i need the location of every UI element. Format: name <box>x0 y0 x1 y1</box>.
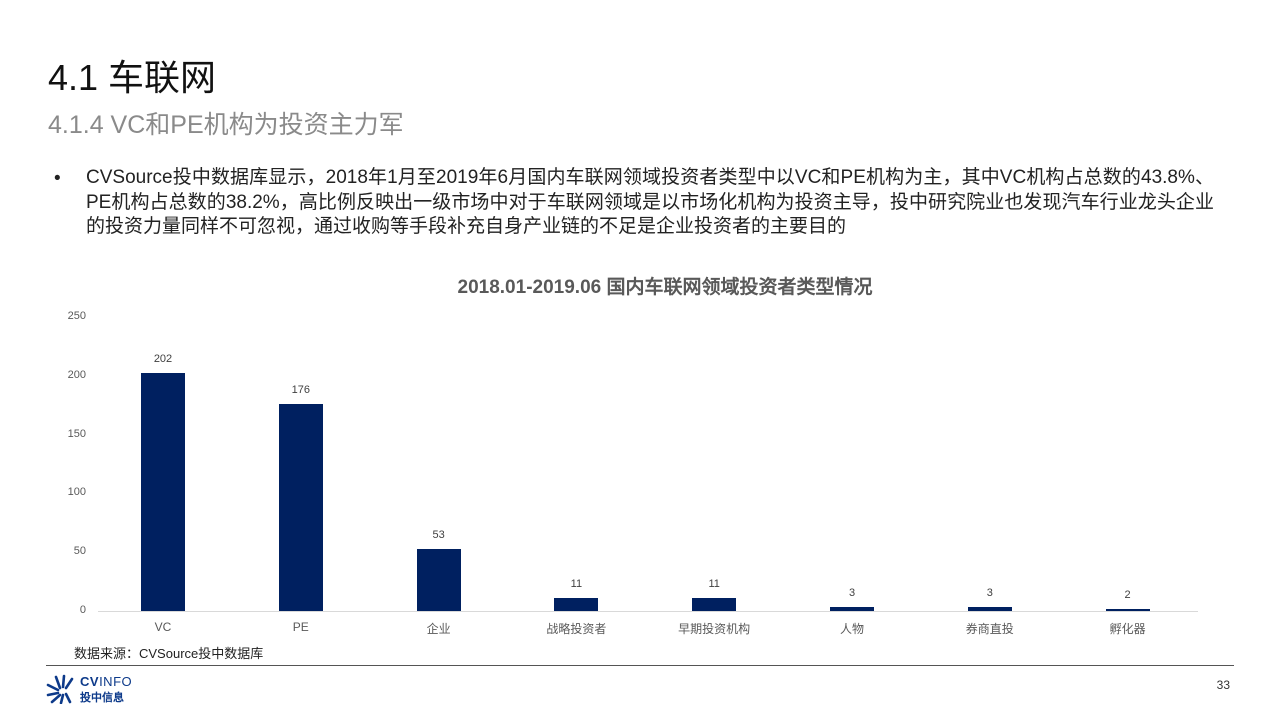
bar-value-label: 3 <box>986 587 993 600</box>
y-tick-label: 150 <box>67 427 86 440</box>
bar <box>416 548 461 611</box>
bullet-icon: • <box>54 168 61 189</box>
bar <box>692 598 737 611</box>
x-category-label: PE <box>292 620 309 634</box>
x-category-label: 券商直投 <box>965 622 1014 636</box>
bar-value-label: 11 <box>708 578 720 591</box>
bullet-point: • CVSource投中数据库显示，2018年1月至2019年6月国内车联网领域… <box>54 166 1214 240</box>
page-number: 33 <box>1216 678 1230 692</box>
logo-text-en: CVINFO <box>80 674 133 689</box>
bar <box>278 404 323 611</box>
y-tick-label: 250 <box>67 310 86 322</box>
bar <box>967 607 1012 611</box>
logo-burst-icon <box>46 674 74 704</box>
x-category-label: VC <box>154 620 172 634</box>
chart-title: 2018.01-2019.06 国内车联网领域投资者类型情况 <box>457 277 873 298</box>
y-tick-label: 0 <box>79 604 86 616</box>
x-category-label: 战略投资者 <box>546 622 607 636</box>
x-category-label: 早期投资机构 <box>678 622 751 636</box>
footer-divider <box>46 665 1234 666</box>
bullet-text: CVSource投中数据库显示，2018年1月至2019年6月国内车联网领域投资… <box>86 167 1214 237</box>
x-axis-line <box>98 611 1198 612</box>
x-category-label: 企业 <box>426 622 451 636</box>
bar <box>141 373 185 611</box>
bar-value-label: 2 <box>1124 588 1131 601</box>
y-tick-label: 100 <box>67 486 86 499</box>
bar <box>1105 608 1150 611</box>
slide-subtitle: 4.1.4 VC和PE机构为投资主力军 <box>48 111 404 139</box>
bar-value-label: 11 <box>570 578 583 591</box>
bar <box>554 598 599 611</box>
x-category-label: 孵化器 <box>1109 622 1146 636</box>
bar-value-label: 202 <box>153 353 173 366</box>
cvinfo-logo: CVINFO 投中信息 <box>46 672 146 706</box>
slide-title: 4.1 车联网 <box>48 57 217 98</box>
x-category-label: 人物 <box>839 622 864 636</box>
bar-value-label: 3 <box>848 587 856 600</box>
bar-value-label: 176 <box>291 384 310 397</box>
data-source: 数据来源：CVSource投中数据库 <box>74 646 264 661</box>
bar-value-label: 53 <box>432 528 445 541</box>
bar <box>830 607 874 611</box>
y-tick-label: 200 <box>67 368 86 381</box>
logo-text-cn: 投中信息 <box>80 692 124 704</box>
y-tick-label: 50 <box>73 545 86 558</box>
